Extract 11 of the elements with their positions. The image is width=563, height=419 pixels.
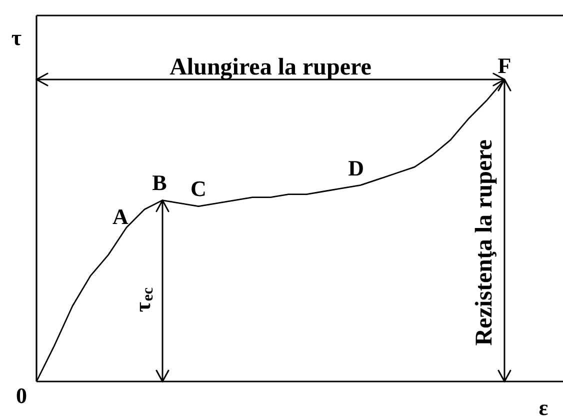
text: 0 (16, 383, 27, 408)
x-axis-title: ε (538, 395, 548, 419)
annotation: A (112, 204, 129, 229)
y-axis-title: τ (11, 25, 22, 50)
annotation: C (190, 176, 206, 201)
annotation: F (498, 53, 512, 78)
annotation: B (152, 170, 168, 196)
annotation: D (348, 155, 364, 180)
ref-line-label: Alungirea la rupere (170, 54, 372, 81)
annotation: Rezistenţa la rupere (471, 139, 498, 346)
annotation: τec (130, 287, 156, 312)
